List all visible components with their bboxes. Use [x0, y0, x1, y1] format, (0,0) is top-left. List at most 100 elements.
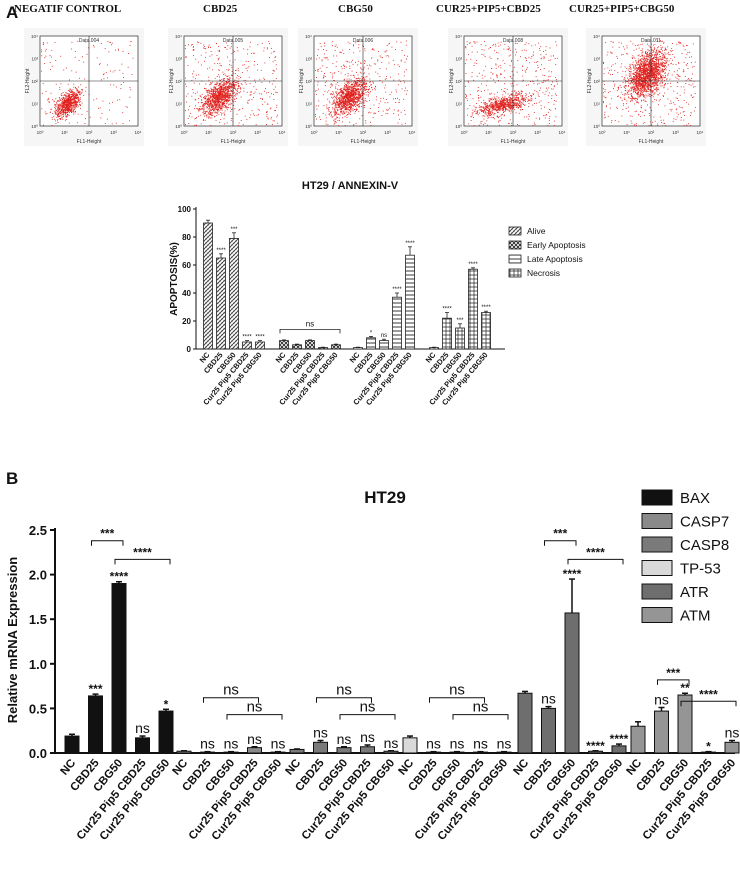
flow-dot: [208, 94, 209, 96]
flow-dot: [644, 109, 646, 111]
flow-dot: [217, 69, 219, 71]
flow-dot: [56, 105, 58, 107]
flow-dot: [255, 124, 257, 126]
flow-dot: [503, 106, 505, 108]
flow-dot: [480, 106, 482, 107]
flow-dot: [350, 107, 352, 109]
flow-dot: [251, 110, 253, 112]
flow-dot: [268, 41, 270, 42]
flow-dot: [55, 104, 57, 106]
flow-dot: [209, 106, 211, 108]
flow-dot: [68, 100, 69, 101]
flow-dot: [537, 94, 539, 96]
flow-dot: [222, 89, 224, 91]
flow-dot: [333, 72, 335, 74]
flow-dot: [222, 99, 224, 101]
flow-dot: [85, 87, 87, 88]
flow-dot: [198, 74, 200, 76]
flow-dot: [488, 100, 490, 102]
flow-dot: [334, 50, 336, 51]
flow-dot: [229, 93, 231, 94]
flow-dot: [59, 104, 61, 106]
flow-dot: [356, 96, 358, 98]
flow-dot: [185, 45, 186, 47]
flow-dot: [357, 78, 359, 79]
flow-dot: [231, 91, 233, 93]
flow-dot: [77, 97, 79, 99]
flow-dot: [208, 90, 209, 92]
flow-dot: [336, 46, 338, 48]
flow-dot: [218, 87, 220, 89]
flow-dot: [489, 111, 491, 113]
flow-dot: [527, 118, 529, 120]
flow-dot: [361, 78, 363, 80]
flow-dot: [344, 82, 346, 84]
flow-dot: [326, 104, 328, 106]
flow-dot: [470, 115, 472, 117]
flow-dot: [527, 98, 529, 100]
flow-dot: [499, 119, 501, 121]
flow-dot: [503, 99, 504, 100]
flow-dot: [229, 85, 231, 87]
flow-dot: [206, 110, 208, 112]
flow-dot: [225, 42, 227, 44]
flow-dot: [358, 96, 360, 98]
flow-dot: [198, 102, 199, 104]
flow-dot: [200, 54, 202, 56]
flow-dot: [324, 45, 326, 47]
flow-dot: [316, 90, 318, 92]
flow-dot: [382, 81, 383, 83]
flow-dot: [61, 95, 62, 96]
flow-dot: [509, 49, 511, 51]
flow-dot: [398, 114, 399, 116]
flow-dot: [341, 111, 343, 113]
flow-dot: [400, 41, 402, 43]
flow-dot: [364, 81, 366, 83]
flow-dot: [477, 87, 479, 88]
flow-dot: [66, 109, 68, 110]
flow-y-tick-label: 10⁰: [305, 124, 312, 129]
flow-dot: [355, 103, 356, 105]
flow-dot: [66, 98, 67, 100]
flow-dot: [224, 97, 226, 99]
flow-dot: [65, 119, 66, 121]
flow-y-tick-label: 10⁴: [455, 34, 462, 39]
flow-dot: [216, 89, 218, 91]
flow-dot: [60, 119, 62, 120]
flow-dot: [339, 100, 341, 102]
flow-dot: [57, 122, 59, 123]
flow-dot: [471, 116, 473, 118]
flow-dot: [73, 101, 75, 103]
flow-dot: [74, 109, 75, 111]
flow-dot: [276, 122, 278, 124]
flow-dot: [350, 75, 352, 76]
flow-dot: [386, 98, 388, 100]
flow-dot: [496, 102, 498, 104]
flow-dot: [101, 113, 103, 114]
flow-dot: [223, 87, 224, 89]
flow-dot: [218, 93, 220, 95]
flow-dot: [216, 43, 217, 45]
flow-dot: [344, 105, 345, 106]
flow-dot: [496, 102, 498, 103]
flow-dot: [68, 99, 69, 101]
flow-dot: [226, 99, 228, 101]
flow-dot: [231, 43, 232, 45]
flow-dot: [273, 120, 275, 122]
flow-dot: [544, 117, 546, 119]
flow-dot: [211, 105, 213, 107]
flow-dot: [77, 90, 78, 91]
flow-dot: [604, 84, 605, 85]
flow-dot: [336, 101, 338, 103]
flow-dot: [249, 117, 251, 119]
flow-dot: [218, 84, 220, 86]
flow-dot: [74, 104, 76, 105]
flow-dot: [337, 120, 339, 121]
flow-dot: [84, 78, 86, 80]
flow-dot: [219, 101, 221, 103]
flow-dot: [212, 100, 214, 101]
flow-dot: [209, 97, 211, 99]
flow-dot: [59, 115, 61, 117]
flow-dot: [510, 102, 511, 104]
flow-dot: [338, 105, 340, 106]
